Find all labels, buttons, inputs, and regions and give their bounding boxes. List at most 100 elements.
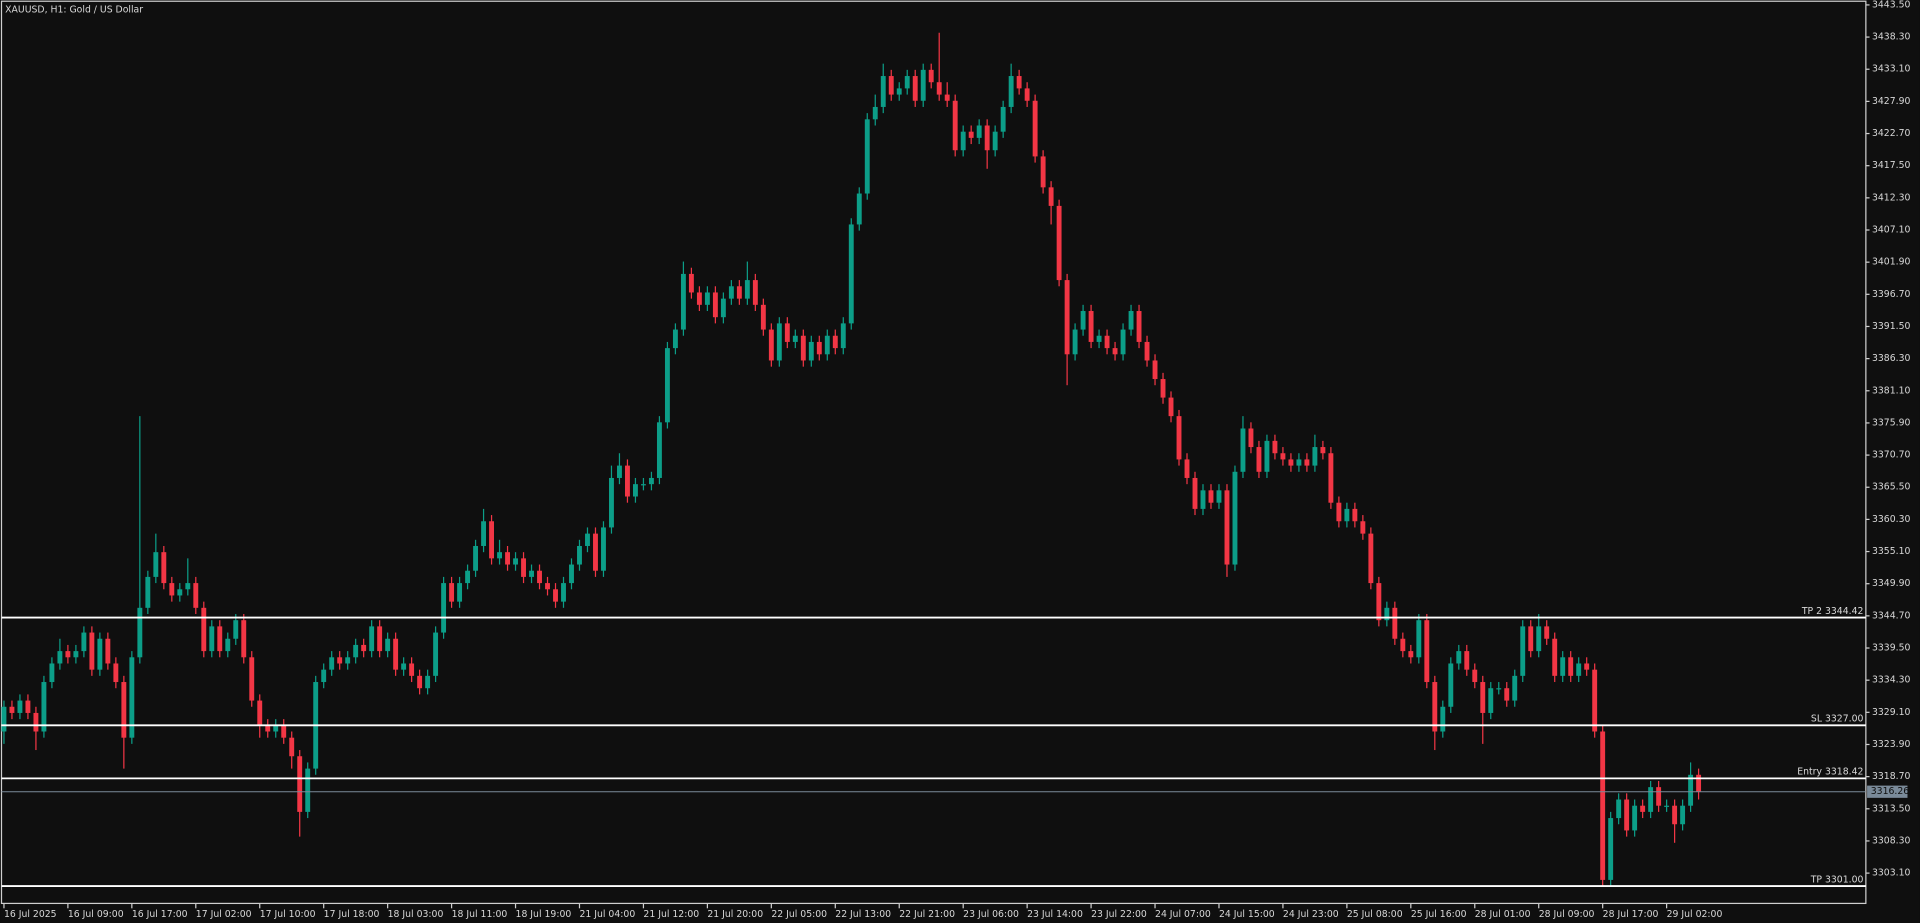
candle-body	[1016, 76, 1022, 89]
candle-body	[209, 626, 215, 652]
candle-body	[449, 583, 455, 602]
y-tick-label: 3355.10	[1872, 546, 1911, 557]
y-tick-label: 3407.10	[1872, 225, 1911, 236]
candle-body	[1048, 187, 1054, 206]
y-tick-label: 3339.50	[1872, 643, 1911, 654]
candle-body	[153, 552, 159, 577]
candle-body	[425, 675, 431, 689]
candle-body	[744, 280, 750, 299]
candle-body	[976, 125, 982, 138]
x-tick-label: 23 Jul 22:00	[1091, 909, 1147, 920]
candle-body	[17, 700, 23, 713]
candle-body	[840, 323, 846, 349]
candle-body	[361, 644, 367, 652]
y-tick-label: 3422.70	[1872, 128, 1911, 139]
candle-body	[369, 626, 375, 652]
candle-body	[409, 663, 415, 676]
candle-body	[1504, 688, 1510, 701]
y-tick-label: 3386.30	[1872, 353, 1911, 364]
candle-body	[1448, 663, 1454, 707]
candle-body	[736, 286, 742, 299]
candle-body	[1648, 787, 1654, 812]
candle-body	[872, 106, 878, 120]
candle-body	[904, 76, 910, 89]
candle-body	[233, 620, 239, 639]
candle-body	[489, 521, 495, 559]
candle-body	[201, 607, 207, 652]
candle-body	[385, 638, 391, 652]
candle-body	[569, 564, 574, 584]
candle-body	[768, 329, 774, 361]
y-tick-label: 3412.30	[1872, 192, 1911, 203]
x-tick-label: 22 Jul 05:00	[771, 909, 827, 920]
candle-body	[73, 651, 79, 658]
candle-body	[1368, 533, 1374, 584]
y-tick-label: 3360.30	[1872, 514, 1911, 525]
candle-body	[1344, 508, 1350, 522]
candle-body	[353, 644, 359, 658]
candle-body	[33, 712, 39, 732]
candle-body	[1400, 638, 1406, 652]
candle-body	[177, 589, 183, 596]
candle-body	[321, 669, 327, 683]
candle-body	[609, 477, 614, 528]
y-tick-label: 3381.10	[1872, 385, 1911, 396]
candle-body	[1304, 459, 1310, 466]
candle-body	[473, 545, 479, 571]
y-tick-label: 3329.10	[1872, 707, 1911, 718]
candle-body	[1424, 620, 1430, 683]
x-tick-label: 24 Jul 23:00	[1283, 909, 1339, 920]
candle-body	[289, 737, 295, 757]
candle-body	[521, 558, 526, 577]
candle-body	[1112, 348, 1118, 355]
candle-body	[401, 663, 407, 670]
candle-body	[345, 657, 351, 664]
level-label: TP 2 3344.42	[1801, 606, 1864, 617]
candle-body	[481, 521, 487, 546]
candle-body	[728, 286, 734, 299]
x-tick-label: 24 Jul 15:00	[1219, 909, 1275, 920]
candle-body	[1376, 583, 1382, 621]
candle-body	[1232, 471, 1238, 565]
candle-body	[992, 131, 998, 151]
candle-body	[1680, 805, 1686, 825]
candle-body	[1568, 657, 1574, 676]
candle-body	[784, 323, 790, 342]
candle-body	[393, 638, 399, 670]
candle-body	[1432, 682, 1438, 732]
y-tick-label: 3303.10	[1872, 868, 1911, 879]
x-tick-label: 28 Jul 01:00	[1475, 909, 1531, 920]
candle-body	[537, 570, 542, 584]
x-tick-label: 18 Jul 03:00	[388, 909, 444, 920]
candle-body	[49, 663, 55, 683]
candle-body	[1312, 447, 1318, 466]
plot-frame	[0, 0, 1867, 905]
candle-body	[1216, 490, 1222, 503]
candle-body	[1544, 626, 1550, 639]
candle-body	[752, 280, 758, 305]
y-tick-label: 3427.90	[1872, 96, 1911, 107]
candle-body	[1552, 638, 1558, 676]
candle-body	[329, 657, 335, 670]
candle-body	[856, 193, 862, 225]
candle-body	[1256, 447, 1262, 472]
candle-body	[337, 657, 343, 664]
x-tick-label: 25 Jul 08:00	[1347, 909, 1403, 920]
candle-body	[465, 570, 471, 584]
x-tick-label: 22 Jul 21:00	[899, 909, 955, 920]
candle-body	[960, 131, 966, 151]
y-tick-label: 3396.70	[1872, 289, 1911, 300]
candle-body	[832, 335, 838, 349]
candle-body	[273, 725, 279, 732]
candle-body	[9, 706, 15, 713]
last-price-label: 3316.26	[1871, 786, 1910, 797]
candle-body	[720, 298, 726, 318]
candle-body	[1288, 459, 1294, 466]
candle-body	[145, 576, 151, 608]
candle-body	[185, 583, 191, 590]
x-tick-label: 16 Jul 2025	[4, 909, 57, 920]
candle-body	[824, 335, 830, 355]
candle-body	[601, 527, 606, 571]
y-tick-label: 3349.90	[1872, 578, 1911, 589]
candle-body	[505, 552, 510, 565]
